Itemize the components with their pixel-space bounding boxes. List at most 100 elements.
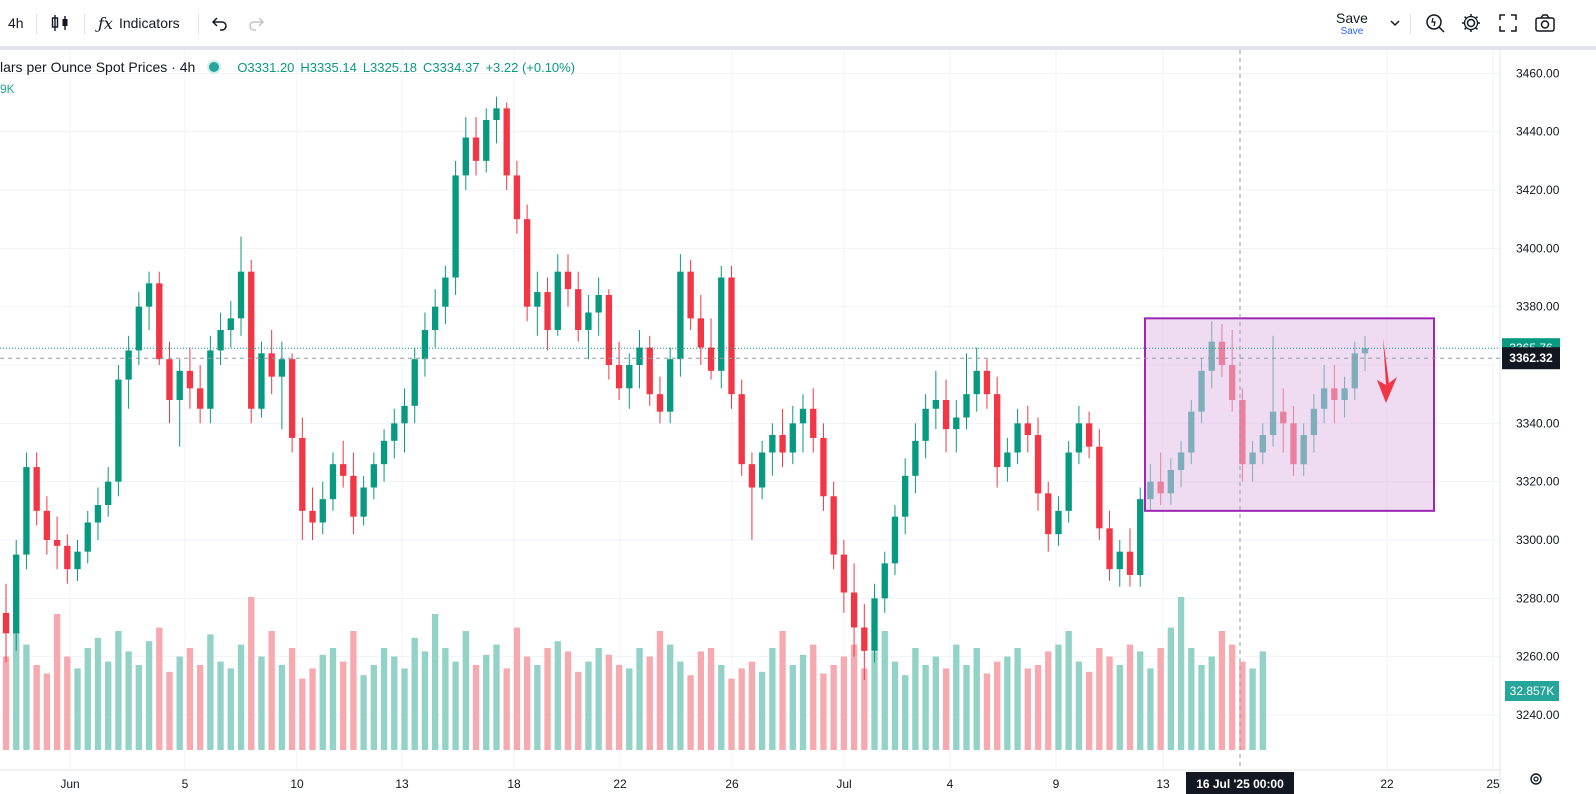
volume-bar <box>789 665 796 750</box>
candle-body <box>156 283 163 360</box>
crosshair-price-label: 3362.32 <box>1509 351 1553 365</box>
candle-body <box>2 612 10 634</box>
candle-body <box>288 359 296 438</box>
candle-body <box>13 554 20 634</box>
volume-bar <box>472 665 480 750</box>
candle-body <box>74 551 81 570</box>
volume-bar <box>871 651 878 750</box>
time-tick-label: 10 <box>290 777 304 791</box>
volume-bar <box>779 631 786 750</box>
time-tick-label: 5 <box>182 777 189 791</box>
interval-button[interactable]: 4h <box>8 0 24 46</box>
candle-body <box>145 283 153 307</box>
quick-search-button[interactable] <box>1424 0 1446 46</box>
volume-bar <box>380 648 388 750</box>
price-tick-label: 3380.00 <box>1516 300 1560 314</box>
snapshot-button[interactable] <box>1534 0 1556 46</box>
candle-body <box>23 467 30 555</box>
candle-body <box>799 408 807 424</box>
volume-bar <box>135 665 143 750</box>
search-icon <box>1426 14 1445 33</box>
settings-button[interactable] <box>1460 0 1482 46</box>
volume-bar <box>115 631 122 750</box>
candle-body <box>534 292 541 307</box>
candle-body <box>1126 551 1134 575</box>
volume-bar <box>2 656 10 750</box>
volume-bar <box>125 651 132 750</box>
candle-body <box>94 505 102 523</box>
candle-body <box>718 277 725 371</box>
volume-bar <box>350 631 357 750</box>
time-tick-label: 18 <box>507 777 521 791</box>
volume-bar <box>360 675 367 750</box>
candle-body <box>942 400 950 430</box>
candle-body <box>462 137 469 176</box>
volume-bar <box>309 668 316 750</box>
candle-body <box>667 359 674 412</box>
candle-body <box>840 554 848 593</box>
indicators-label: Indicators <box>118 15 180 31</box>
candle-body <box>227 318 234 330</box>
volume-bar <box>922 665 929 750</box>
volume-bar <box>84 648 91 750</box>
undo-icon <box>211 17 227 31</box>
candle-body <box>483 120 490 161</box>
save-button[interactable]: Save Save <box>1336 0 1368 46</box>
time-tick-label: Jun <box>60 777 79 791</box>
volume-bar <box>462 631 469 750</box>
candle-body <box>196 388 204 409</box>
save-sublabel: Save <box>1340 25 1364 37</box>
volume-bar <box>237 644 245 750</box>
volume-bar <box>217 661 224 750</box>
volume-bar <box>186 648 194 750</box>
save-menu-button[interactable] <box>1388 0 1402 46</box>
chart-grid <box>0 50 1500 770</box>
volume-bar <box>697 651 704 750</box>
time-tick-label: 26 <box>725 777 739 791</box>
chart-type-button[interactable] <box>50 0 70 46</box>
crosshair-date-badge <box>1186 772 1294 794</box>
volume-bar <box>1075 661 1083 750</box>
candle-body <box>64 545 71 570</box>
candle-body <box>207 350 214 409</box>
volume-bar <box>1116 665 1123 750</box>
undo-button[interactable] <box>210 0 230 46</box>
volume-bar <box>196 665 204 750</box>
volume-bar <box>748 661 756 750</box>
axis-settings-icon[interactable] <box>1530 773 1542 785</box>
time-tick-label: 4 <box>947 777 954 791</box>
price-chart[interactable]: 3460.003440.003420.003400.003380.003360.… <box>0 50 1596 794</box>
volume-bar <box>575 671 582 750</box>
volume-bar <box>932 656 940 750</box>
fullscreen-button[interactable] <box>1498 0 1518 46</box>
volume-bar <box>53 614 61 750</box>
volume-bar <box>840 656 848 750</box>
indicators-button[interactable]: ƒx Indicators <box>98 0 180 46</box>
volume-bar <box>544 648 551 750</box>
candle-body <box>421 330 429 360</box>
candle-body <box>697 318 704 348</box>
candle-body <box>340 464 347 476</box>
symbol-title[interactable]: lars per Ounce Spot Prices · 4h <box>0 59 196 75</box>
price-tick-label: 3300.00 <box>1516 533 1560 547</box>
candle-body <box>1065 452 1072 511</box>
volume-bar <box>401 668 408 750</box>
volume-bar <box>503 668 510 750</box>
candle-body <box>503 108 510 176</box>
volume-bar <box>667 644 674 750</box>
volume-bar <box>1259 651 1266 750</box>
candle-body <box>748 464 756 488</box>
candle-body <box>1096 446 1103 529</box>
time-tick-label: 25 <box>1486 777 1500 791</box>
candle-body <box>626 365 633 389</box>
volume-bar <box>278 665 286 750</box>
volume-bar <box>391 656 398 750</box>
candle-body <box>779 435 786 453</box>
candle-body <box>636 347 643 365</box>
candle-body <box>820 437 827 497</box>
candlesticks <box>2 96 1369 680</box>
candle-body <box>769 435 776 453</box>
redo-button[interactable] <box>246 0 266 46</box>
candle-body <box>677 271 684 360</box>
volume-badge <box>1505 681 1559 701</box>
